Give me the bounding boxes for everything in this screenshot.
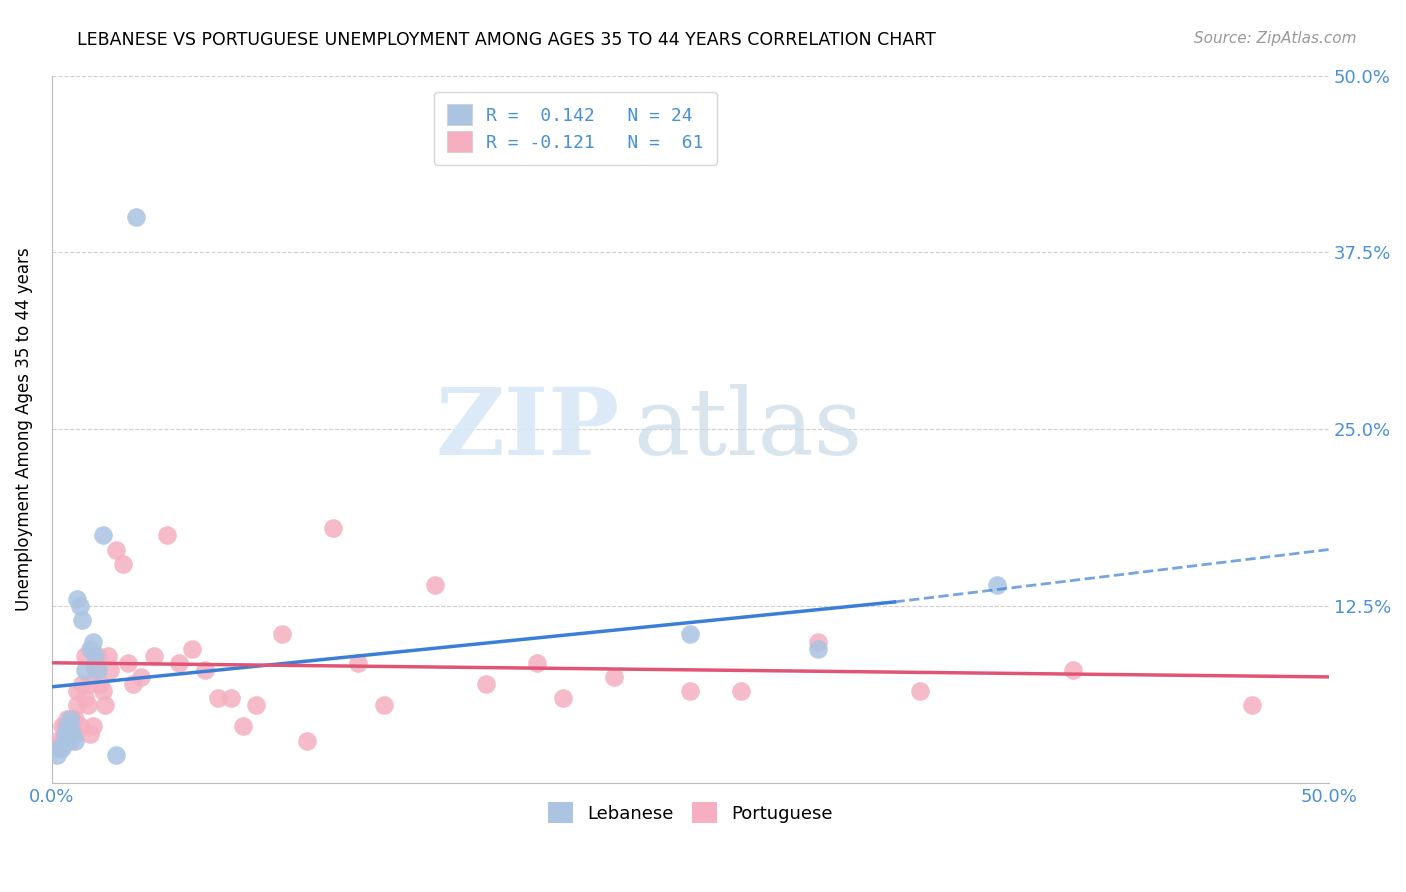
Text: Source: ZipAtlas.com: Source: ZipAtlas.com	[1194, 31, 1357, 46]
Point	[347, 656, 370, 670]
Point	[82, 634, 104, 648]
Point	[73, 648, 96, 663]
Point	[60, 726, 83, 740]
Point	[73, 663, 96, 677]
Text: atlas: atlas	[633, 384, 862, 475]
Point	[66, 698, 89, 713]
Point	[79, 641, 101, 656]
Point	[53, 726, 76, 740]
Point	[475, 677, 498, 691]
Point	[60, 712, 83, 726]
Point	[63, 733, 86, 747]
Point	[45, 747, 67, 762]
Point	[602, 670, 624, 684]
Point	[100, 663, 122, 677]
Point	[63, 726, 86, 740]
Point	[156, 528, 179, 542]
Point	[679, 627, 702, 641]
Point	[104, 747, 127, 762]
Point	[1241, 698, 1264, 713]
Point	[373, 698, 395, 713]
Point	[270, 627, 292, 641]
Point	[423, 578, 446, 592]
Point	[66, 684, 89, 698]
Point	[53, 733, 76, 747]
Point	[51, 719, 73, 733]
Point	[91, 684, 114, 698]
Point	[59, 733, 82, 747]
Point	[322, 521, 344, 535]
Point	[129, 670, 152, 684]
Point	[97, 648, 120, 663]
Point	[91, 528, 114, 542]
Point	[73, 691, 96, 706]
Point	[82, 719, 104, 733]
Point	[986, 578, 1008, 592]
Point	[53, 719, 76, 733]
Point	[76, 698, 98, 713]
Point	[142, 648, 165, 663]
Point	[169, 656, 191, 670]
Point	[60, 719, 83, 733]
Point	[104, 542, 127, 557]
Point	[48, 740, 70, 755]
Y-axis label: Unemployment Among Ages 35 to 44 years: Unemployment Among Ages 35 to 44 years	[15, 247, 32, 611]
Legend: Lebanese, Portuguese: Lebanese, Portuguese	[537, 791, 844, 834]
Point	[59, 719, 82, 733]
Point	[122, 677, 145, 691]
Point	[84, 648, 107, 663]
Point	[59, 719, 82, 733]
Point	[79, 677, 101, 691]
Point	[94, 698, 117, 713]
Point	[45, 733, 67, 747]
Point	[72, 613, 94, 627]
Point	[245, 698, 267, 713]
Text: LEBANESE VS PORTUGUESE UNEMPLOYMENT AMONG AGES 35 TO 44 YEARS CORRELATION CHART: LEBANESE VS PORTUGUESE UNEMPLOYMENT AMON…	[77, 31, 936, 49]
Point	[56, 719, 79, 733]
Point	[526, 656, 548, 670]
Point	[63, 712, 86, 726]
Text: ZIP: ZIP	[436, 384, 620, 475]
Point	[194, 663, 217, 677]
Point	[551, 691, 574, 706]
Point	[87, 663, 110, 677]
Point	[69, 599, 91, 614]
Point	[79, 726, 101, 740]
Point	[48, 740, 70, 755]
Point	[207, 691, 229, 706]
Point	[69, 719, 91, 733]
Point	[56, 712, 79, 726]
Point	[807, 634, 830, 648]
Point	[679, 684, 702, 698]
Point	[125, 210, 148, 224]
Point	[295, 733, 318, 747]
Point	[89, 677, 111, 691]
Point	[66, 592, 89, 607]
Point	[807, 641, 830, 656]
Point	[84, 663, 107, 677]
Point	[181, 641, 204, 656]
Point	[59, 712, 82, 726]
Point	[908, 684, 931, 698]
Point	[56, 719, 79, 733]
Point	[51, 740, 73, 755]
Point	[1062, 663, 1084, 677]
Point	[112, 557, 135, 571]
Point	[53, 726, 76, 740]
Point	[87, 648, 110, 663]
Point	[232, 719, 254, 733]
Point	[219, 691, 242, 706]
Point	[117, 656, 139, 670]
Point	[730, 684, 752, 698]
Point	[72, 677, 94, 691]
Point	[51, 733, 73, 747]
